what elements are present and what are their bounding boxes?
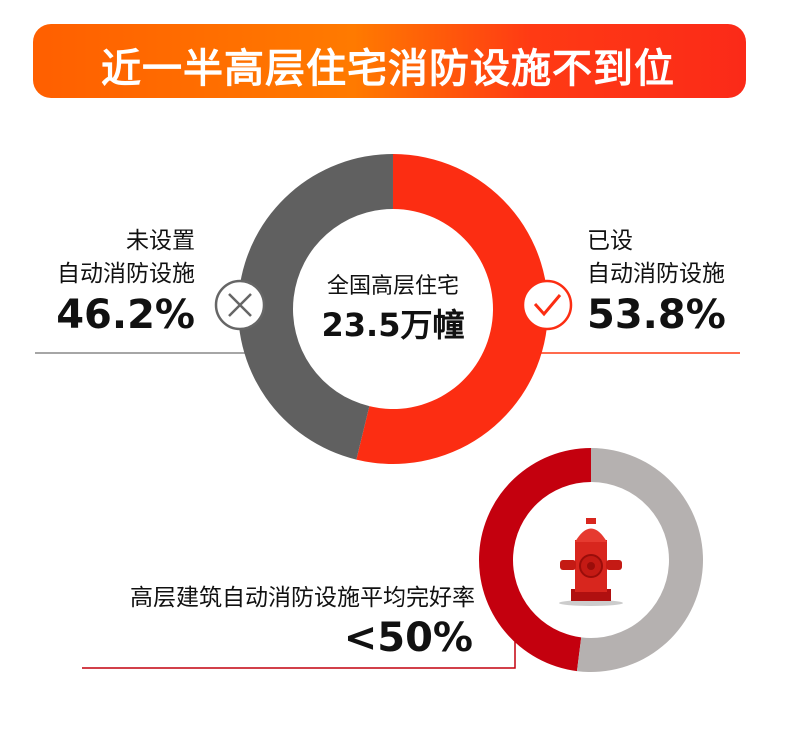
slice-intact <box>479 448 591 672</box>
slice-unset <box>238 154 393 460</box>
set-label-line2: 自动消防设施 <box>587 261 725 287</box>
donut-intact-rate <box>479 448 704 672</box>
intact-rate-value: <50% <box>343 615 473 661</box>
donut-total-buildings <box>238 154 549 464</box>
title: 近一半高层住宅消防设施不到位 <box>101 46 675 92</box>
unset-label-line1: 未设置 <box>126 228 195 254</box>
slice-set <box>356 154 549 464</box>
intact-rate-label: 高层建筑自动消防设施平均完好率 <box>130 585 475 611</box>
title-banner: 近一半高层住宅消防设施不到位 <box>33 24 746 98</box>
x-circle-icon <box>214 279 266 331</box>
slice-rest <box>576 448 704 672</box>
set-label-line1: 已设 <box>587 228 633 254</box>
center-label: 全国高层住宅 <box>326 274 459 299</box>
fire-hydrant-icon <box>559 518 623 606</box>
unset-label-line2: 自动消防设施 <box>57 261 195 287</box>
unset-percent: 46.2% <box>56 292 195 338</box>
center-value: 23.5万幢 <box>321 306 465 344</box>
check-circle-icon <box>521 279 573 331</box>
set-percent: 53.8% <box>587 292 726 338</box>
bottom-divider <box>82 640 516 669</box>
